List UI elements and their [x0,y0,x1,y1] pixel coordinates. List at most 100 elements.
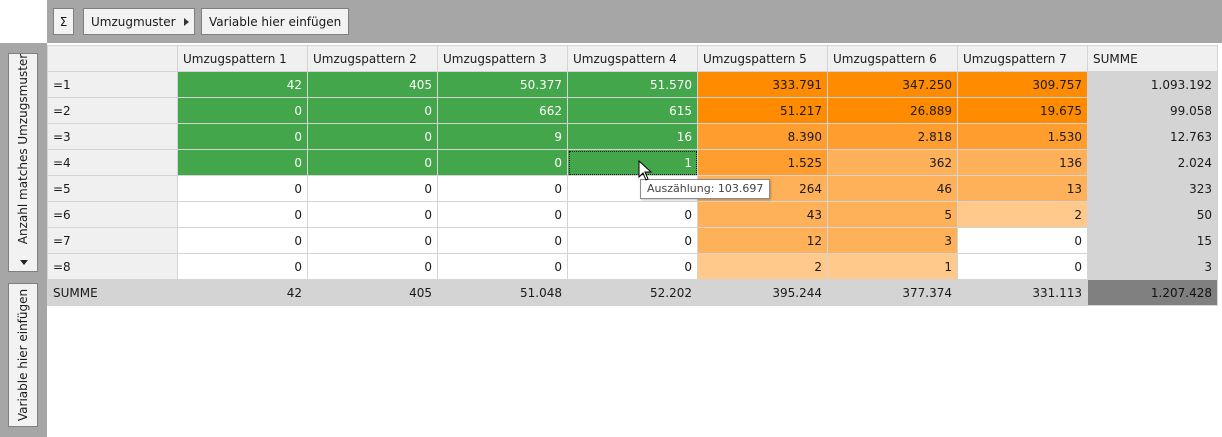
column-header[interactable]: Umzugspattern 7 [957,45,1088,72]
data-cell[interactable]: 1.530 [957,123,1088,150]
data-cell[interactable]: 0 [437,149,568,176]
data-cell[interactable]: 405 [307,71,438,98]
row-header[interactable]: =7 [47,227,178,254]
row-header[interactable]: =2 [47,97,178,124]
data-cell[interactable]: 615 [567,97,698,124]
column-header[interactable]: Umzugspattern 4 [567,45,698,72]
row-sum-cell[interactable]: 50 [1087,201,1218,228]
data-cell[interactable]: 333.791 [697,71,828,98]
data-cell[interactable]: 26.889 [827,97,958,124]
data-cell[interactable]: 0 [307,201,438,228]
row-sum-cell[interactable]: 15 [1087,227,1218,254]
data-cell[interactable]: 309.757 [957,71,1088,98]
row-sum-cell[interactable]: 1.093.192 [1087,71,1218,98]
column-sum-cell[interactable]: 42 [177,279,308,306]
data-cell[interactable]: 0 [567,227,698,254]
column-sum-cell[interactable]: 395.244 [697,279,828,306]
data-cell[interactable]: 42 [177,71,308,98]
data-cell[interactable]: 3 [827,227,958,254]
column-sum-cell[interactable]: 331.113 [957,279,1088,306]
data-cell[interactable]: 0 [307,149,438,176]
column-header[interactable]: Umzugspattern 3 [437,45,568,72]
insert-row-variable-button[interactable]: Variable hier einfügen [8,283,38,427]
data-cell[interactable]: 43 [697,201,828,228]
data-cell[interactable]: 0 [177,123,308,150]
column-header[interactable]: Umzugspattern 2 [307,45,438,72]
row-sum-cell[interactable]: 12.763 [1087,123,1218,150]
data-cell[interactable]: 0 [307,123,438,150]
row-header-sum[interactable]: SUMME [47,279,178,306]
row-sum-cell[interactable]: 3 [1087,253,1218,280]
data-cell[interactable]: 362 [827,149,958,176]
data-cell[interactable]: 136 [957,149,1088,176]
column-header[interactable]: Umzugspattern 6 [827,45,958,72]
data-cell[interactable]: 1.525 [697,149,828,176]
data-cell[interactable]: 46 [827,175,958,202]
column-variable-button[interactable]: Umzugmuster [83,8,195,35]
data-cell[interactable]: 0 [957,227,1088,254]
column-sum-cell[interactable]: 52.202 [567,279,698,306]
row-variable-button[interactable]: Anzahl matches Umzugsmuster [8,53,38,272]
count-tooltip: Auszählung: 103.697 [640,179,771,199]
grand-total-cell[interactable]: 1.207.428 [1087,279,1218,306]
data-cell[interactable]: 8.390 [697,123,828,150]
data-cell[interactable]: 0 [307,227,438,254]
insert-row-variable-label: Variable hier einfügen [16,288,30,422]
row-header[interactable]: =8 [47,253,178,280]
data-cell[interactable]: 0 [177,149,308,176]
data-cell[interactable]: 19.675 [957,97,1088,124]
table-row: =4 0 0 0 1 1.525 362 136 2.024 [47,149,1218,176]
data-cell[interactable]: 0 [307,175,438,202]
data-cell[interactable]: 2.818 [827,123,958,150]
data-cell[interactable]: 2 [697,253,828,280]
row-header[interactable]: =3 [47,123,178,150]
data-cell[interactable]: 0 [177,175,308,202]
data-cell[interactable]: 0 [177,97,308,124]
table-row: =1 42 405 50.377 51.570 333.791 347.250 … [47,71,1218,98]
data-cell[interactable]: 9 [437,123,568,150]
data-cell[interactable]: 0 [177,253,308,280]
data-cell[interactable]: 16 [567,123,698,150]
row-sum-cell[interactable]: 99.058 [1087,97,1218,124]
corner-blank [0,0,47,43]
data-cell[interactable]: 347.250 [827,71,958,98]
data-cell[interactable]: 1 [827,253,958,280]
row-sum-cell[interactable]: 2.024 [1087,149,1218,176]
data-cell[interactable]: 2 [957,201,1088,228]
insert-column-variable-button[interactable]: Variable hier einfügen [201,8,349,35]
data-cell[interactable]: 0 [177,201,308,228]
selected-data-cell[interactable]: 1 [567,149,698,176]
data-cell[interactable]: 51.570 [567,71,698,98]
column-header-sum[interactable]: SUMME [1087,45,1218,72]
column-sum-cell[interactable]: 51.048 [437,279,568,306]
column-sum-cell[interactable]: 377.374 [827,279,958,306]
data-cell[interactable]: 0 [177,227,308,254]
data-cell[interactable]: 0 [307,253,438,280]
data-cell[interactable]: 12 [697,227,828,254]
data-cell[interactable]: 0 [437,175,568,202]
column-sum-cell[interactable]: 405 [307,279,438,306]
table-row: =6 0 0 0 0 43 5 2 50 [47,201,1218,228]
row-header[interactable]: =6 [47,201,178,228]
data-cell[interactable]: 5 [827,201,958,228]
data-cell[interactable]: 662 [437,97,568,124]
column-header[interactable]: Umzugspattern 5 [697,45,828,72]
data-cell[interactable]: 0 [307,97,438,124]
column-header[interactable]: Umzugspattern 1 [177,45,308,72]
chevron-down-icon [20,260,28,265]
row-header[interactable]: =1 [47,71,178,98]
data-cell[interactable]: 0 [437,253,568,280]
row-header[interactable]: =4 [47,149,178,176]
data-cell[interactable]: 50.377 [437,71,568,98]
data-cell[interactable]: 0 [957,253,1088,280]
data-cell[interactable]: 0 [437,227,568,254]
table-row: =8 0 0 0 0 2 1 0 3 [47,253,1218,280]
data-cell[interactable]: 13 [957,175,1088,202]
row-header[interactable]: =5 [47,175,178,202]
data-cell[interactable]: 0 [567,201,698,228]
data-cell[interactable]: 51.217 [697,97,828,124]
sum-toggle-button[interactable]: Σ [53,8,74,35]
data-cell[interactable]: 0 [567,253,698,280]
data-cell[interactable]: 0 [437,201,568,228]
row-sum-cell[interactable]: 323 [1087,175,1218,202]
